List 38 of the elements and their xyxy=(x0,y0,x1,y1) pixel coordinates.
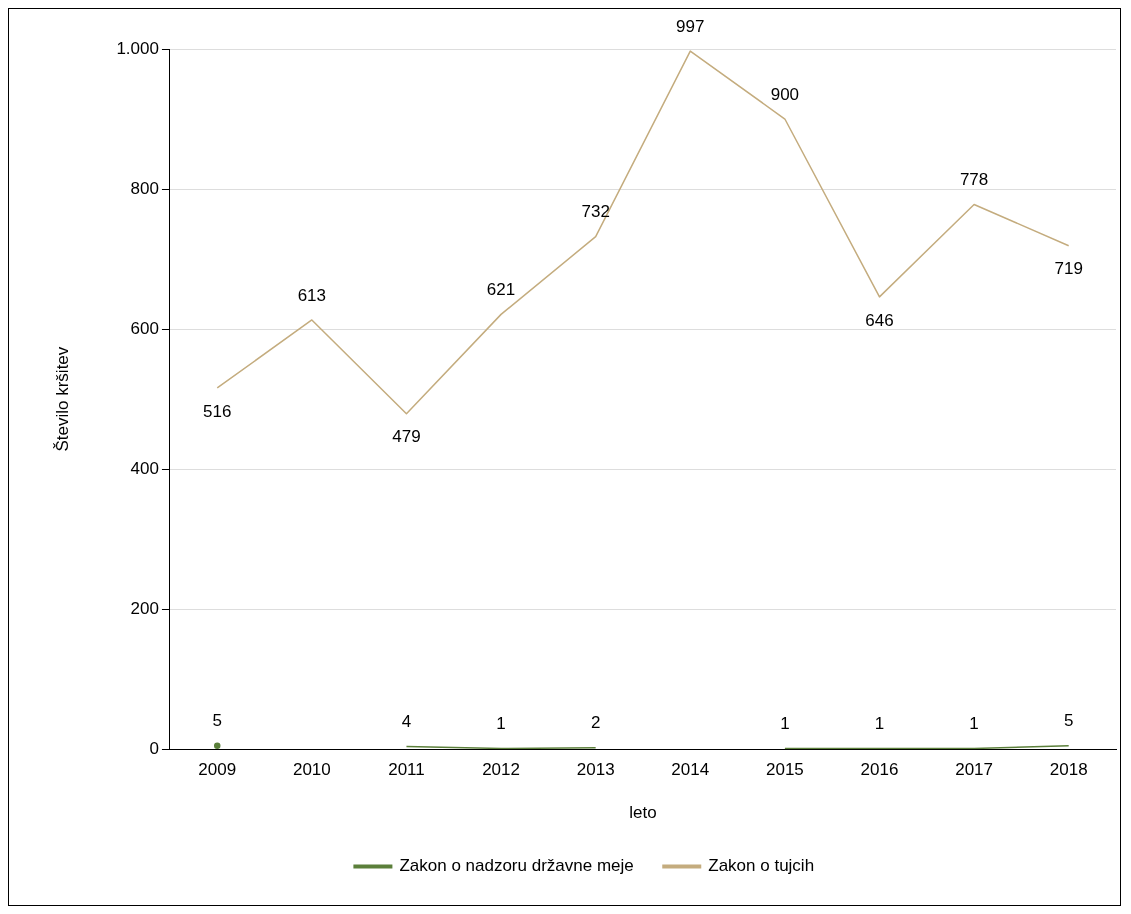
data-label: 900 xyxy=(770,84,800,104)
data-label: 1 xyxy=(874,714,885,734)
x-tick-label: 2017 xyxy=(955,760,994,780)
y-tick-label: 400 xyxy=(130,458,159,478)
data-label: 4 xyxy=(401,712,412,732)
x-tick-label: 2018 xyxy=(1049,760,1088,780)
y-axis-title: Število kršitev xyxy=(52,346,72,452)
data-label: 516 xyxy=(203,401,232,421)
data-label: 621 xyxy=(486,280,516,300)
y-tick-label: 1.000 xyxy=(116,38,159,58)
data-label: 997 xyxy=(676,16,705,36)
data-label: 1 xyxy=(969,714,979,734)
data-label: 479 xyxy=(392,427,421,447)
legend-label: Zakon o tujcih xyxy=(708,856,815,876)
data-label: 2 xyxy=(590,713,601,733)
x-tick-label: 2016 xyxy=(860,760,899,780)
data-label: 1 xyxy=(780,714,790,734)
x-tick-label: 2015 xyxy=(765,760,804,780)
y-tick-label: 800 xyxy=(130,178,159,198)
x-tick-label: 2011 xyxy=(388,760,425,780)
x-axis-title: leto xyxy=(629,803,657,823)
x-tick-label: 2010 xyxy=(292,760,331,780)
x-tick-label: 2014 xyxy=(671,760,710,780)
data-label: 1 xyxy=(496,714,506,734)
x-tick-label: 2009 xyxy=(198,760,237,780)
data-label: 719 xyxy=(1054,259,1083,279)
y-tick-label: 200 xyxy=(130,598,159,618)
data-label: 5 xyxy=(212,711,222,731)
legend-label: Zakon o nadzoru državne meje xyxy=(399,856,634,876)
x-tick-label: 2013 xyxy=(576,760,615,780)
data-label: 778 xyxy=(959,170,989,190)
data-label: 613 xyxy=(297,285,327,305)
data-label: 646 xyxy=(865,310,894,330)
y-tick-label: 600 xyxy=(130,318,159,338)
x-tick-label: 2012 xyxy=(482,760,520,780)
data-label: 732 xyxy=(581,202,610,222)
y-tick-label: 0 xyxy=(149,738,159,758)
data-label: 5 xyxy=(1063,711,1074,731)
